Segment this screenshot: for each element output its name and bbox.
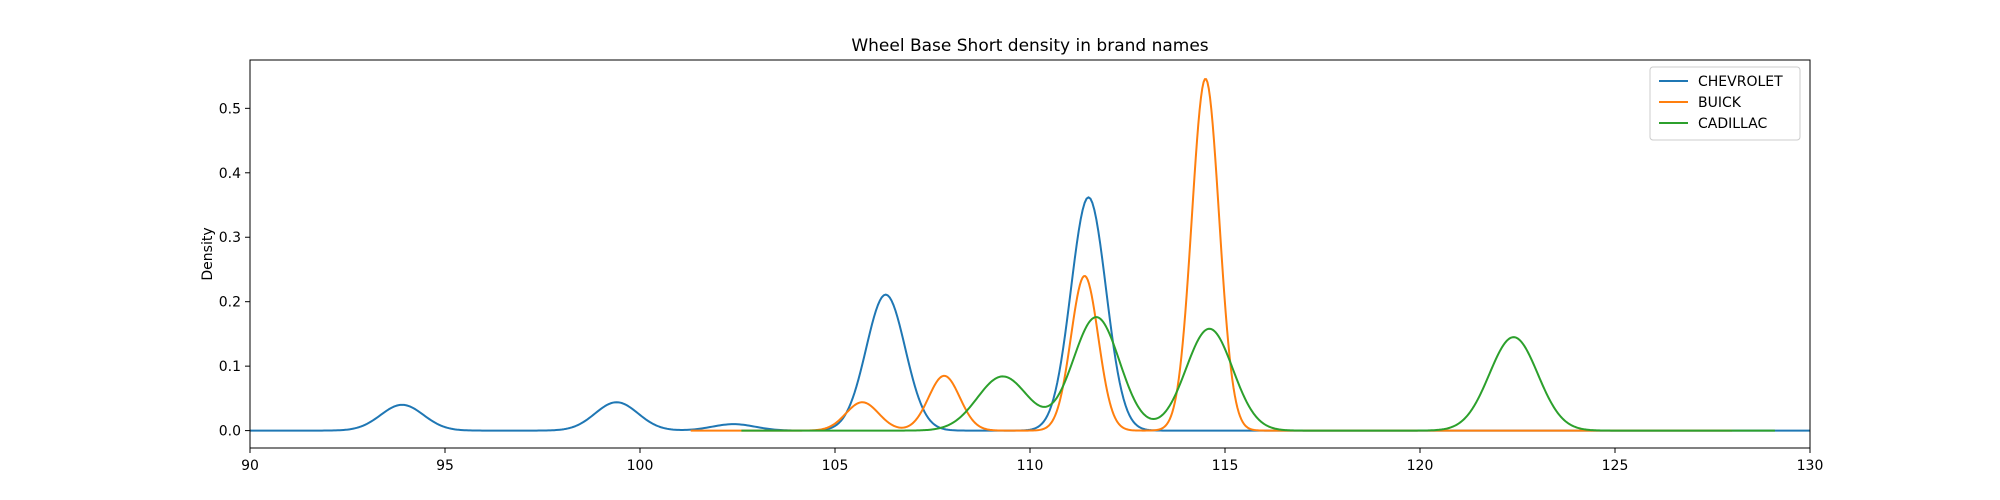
series-line-chevrolet: [250, 196, 1810, 432]
y-axis-label: Density: [200, 227, 216, 280]
x-tick-label: 90: [241, 458, 259, 474]
y-tick-label: 0.4: [219, 166, 241, 182]
legend-label: BUICK: [1698, 95, 1742, 111]
legend-label: CADILLAC: [1698, 116, 1768, 132]
x-tick-label: 100: [627, 458, 654, 474]
y-tick-label: 0.3: [219, 230, 241, 246]
x-tick-label: 110: [1017, 458, 1044, 474]
x-tick-label: 115: [1212, 458, 1239, 474]
legend-label: CHEVROLET: [1698, 74, 1783, 90]
y-tick-label: 0.1: [219, 359, 241, 375]
plot-frame: [249, 59, 1811, 449]
x-axis: 90 95 100 105 110 115 120 125 130: [241, 448, 1823, 474]
legend-box: [1649, 66, 1801, 141]
y-tick-label: 0.0: [219, 424, 241, 440]
x-tick-label: 95: [436, 458, 454, 474]
y-tick-label: 0.2: [219, 295, 241, 311]
y-axis: 0.0 0.1 0.2 0.3 0.4 0.5: [219, 101, 250, 440]
x-tick-label: 130: [1797, 458, 1824, 474]
series-line-buick: [690, 78, 1732, 432]
legend: CHEVROLET BUICK CADILLAC: [1649, 66, 1801, 141]
series-group: [250, 78, 1810, 432]
y-tick-label: 0.5: [219, 101, 241, 117]
series-line-cadillac: [741, 316, 1775, 432]
x-tick-label: 125: [1602, 458, 1629, 474]
series-layer: [250, 78, 1810, 432]
chart-title: Wheel Base Short density in brand names: [851, 36, 1208, 56]
x-tick-label: 105: [822, 458, 849, 474]
x-tick-label: 120: [1407, 458, 1434, 474]
